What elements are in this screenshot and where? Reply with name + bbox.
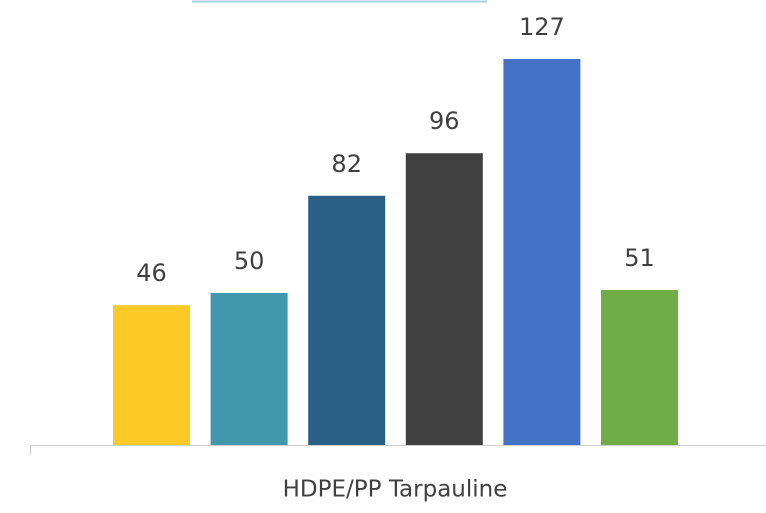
- data-label: 46: [136, 259, 167, 287]
- bar: [601, 289, 678, 445]
- x-tick-label: HDPE/PP Tarpauline: [283, 477, 508, 503]
- bar: [405, 153, 483, 446]
- data-label: 127: [519, 13, 565, 41]
- data-label: 96: [429, 107, 460, 135]
- bar: [210, 293, 288, 445]
- bar: [308, 195, 386, 445]
- data-label: 82: [331, 150, 362, 178]
- bar: [503, 59, 581, 445]
- data-label: 50: [234, 247, 265, 275]
- data-label: 51: [624, 244, 655, 272]
- bar: [113, 305, 190, 445]
